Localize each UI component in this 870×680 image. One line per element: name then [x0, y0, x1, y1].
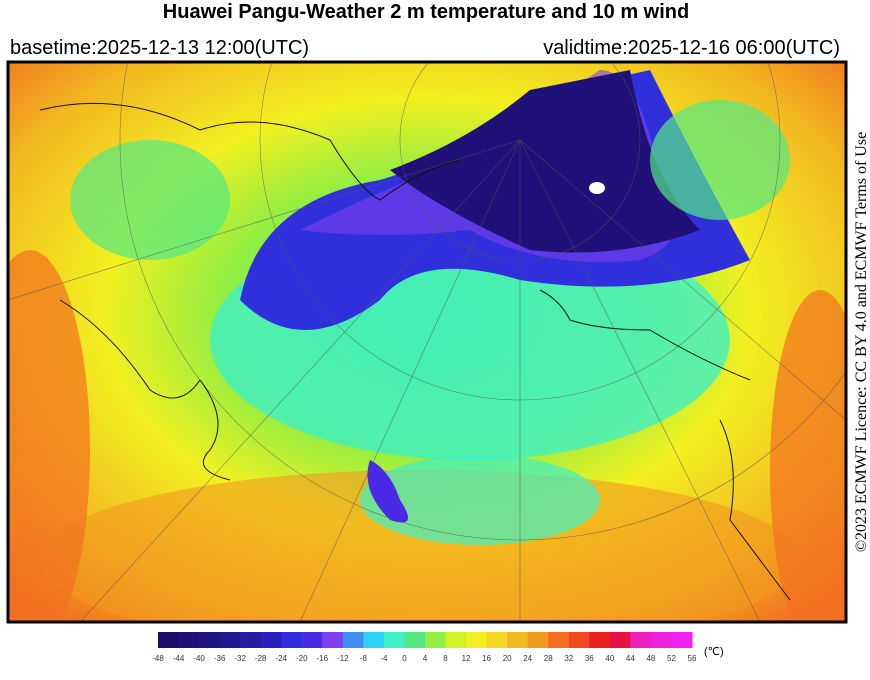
colorbar-segment	[548, 632, 570, 648]
colorbar-segment	[568, 632, 590, 648]
colorbar-segment	[466, 632, 488, 648]
cold-region	[367, 460, 408, 523]
colorbar-tick-label: 56	[688, 654, 697, 663]
colorbar-segment	[650, 632, 672, 648]
colorbar-unit: (℃)	[704, 646, 724, 658]
colorbar-tick-label: -12	[337, 654, 349, 663]
colorbar-segment	[383, 632, 405, 648]
colorbar-segment	[260, 632, 282, 648]
cold-region	[360, 455, 600, 545]
colorbar-tick-label: 4	[423, 654, 428, 663]
colorbar-segment	[630, 632, 652, 648]
graticule	[8, 62, 846, 622]
temperature-field	[8, 62, 846, 622]
colorbar-tick-label: 0	[402, 654, 407, 663]
colorbar-tick-label: -32	[234, 654, 246, 663]
colorbar-tick-label: -36	[214, 654, 226, 663]
colorbar-segment	[342, 632, 364, 648]
colorbar-segment	[240, 632, 262, 648]
coastlines	[39, 102, 791, 601]
basetime: basetime:2025-12-13 12:00(UTC)	[10, 37, 309, 59]
colorbar-tick-label: 32	[564, 654, 573, 663]
colorbar-tick-label: 12	[462, 654, 471, 663]
colorbar-tick-label: 20	[503, 654, 512, 663]
colorbar-tick-label: 16	[482, 654, 491, 663]
colorbar-tick-label: -8	[360, 654, 368, 663]
colorbar-segment	[486, 632, 508, 648]
colorbar-tick-label: 36	[585, 654, 594, 663]
colorbar-segment	[322, 632, 344, 648]
colorbar-segment	[507, 632, 529, 648]
colorbar-segment	[404, 632, 426, 648]
colorbar-tick-label: -44	[173, 654, 185, 663]
colorbar-segment	[199, 632, 221, 648]
warm-region	[770, 290, 846, 622]
license: ©2023 ECMWF Licence: CC BY 4.0 and ECMWF…	[853, 132, 870, 552]
colorbar-segment	[178, 632, 200, 648]
warm-region	[8, 250, 90, 622]
warm-region	[40, 470, 800, 622]
colorbar-segment	[589, 632, 611, 648]
colorbar-segment	[219, 632, 241, 648]
colorbar-tick-label: -20	[296, 654, 308, 663]
colorbar-tick-label: 52	[667, 654, 676, 663]
colorbar-segment	[445, 632, 467, 648]
colorbar-tick-label: -28	[255, 654, 267, 663]
cool-region	[70, 140, 230, 260]
colorbar-tick-label: 28	[544, 654, 553, 663]
colorbar-segment	[425, 632, 447, 648]
colorbar-segment	[301, 632, 323, 648]
colorbar-segment	[609, 632, 631, 648]
validtime: validtime:2025-12-16 06:00(UTC)	[543, 37, 840, 59]
missing-data	[589, 182, 605, 194]
colorbar-segment	[281, 632, 303, 648]
colorbar-tick-label: 48	[646, 654, 655, 663]
colorbar-segment	[158, 632, 180, 648]
colorbar-tick-label: -16	[317, 654, 329, 663]
cool-region	[650, 100, 790, 220]
colorbar-tick-label: 44	[626, 654, 635, 663]
colorbar-tick-label: -4	[380, 654, 388, 663]
title: Huawei Pangu-Weather 2 m temperature and…	[163, 1, 689, 23]
colorbar: -48 -44 -40 -36 -32 -28 -24 -20 -16 -12 -8 -4 0 4 8 12 1…	[152, 632, 697, 663]
map-frame	[6, 60, 848, 624]
colorbar-segment	[671, 632, 693, 648]
colorbar-tick-label: -40	[193, 654, 205, 663]
colorbar-tick-label: 40	[605, 654, 614, 663]
colorbar-tick-label: -48	[152, 654, 164, 663]
colorbar-segment	[527, 632, 549, 648]
colorbar-tick-label: 24	[523, 654, 532, 663]
colorbar-tick-label: 8	[443, 654, 448, 663]
colorbar-segment	[363, 632, 385, 648]
colorbar-tick-label: -24	[275, 654, 287, 663]
